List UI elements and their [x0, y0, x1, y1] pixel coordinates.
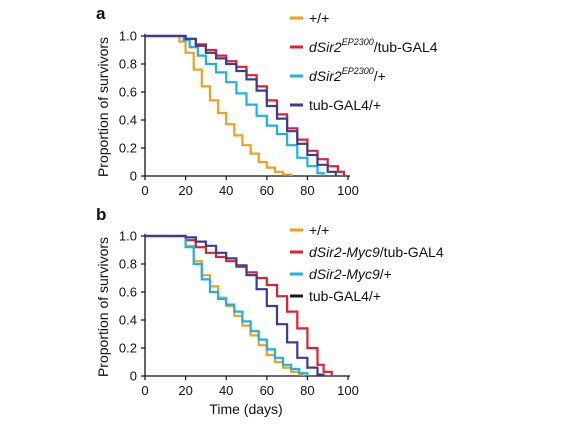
- panel-b-y-tick-label: 0.6: [119, 285, 137, 300]
- panel-a-series-line-dsir2ep2300: [145, 34, 325, 176]
- panel-a-legend-label-dsir2ep2300: dSir2EP2300/+: [309, 66, 386, 84]
- panel-b-x-tick-label: 60: [260, 383, 274, 398]
- panel-a-y-tick-label: 0.8: [119, 57, 137, 72]
- panel-a-legend-label-dsir2ep2300-tub-gal4: dSir2EP2300/tub-GAL4: [309, 37, 438, 55]
- panel-a-x-tick-label: 60: [260, 183, 274, 198]
- panel-a-y-tick-label: 0: [130, 169, 137, 184]
- panel-b-series-line-tub-gal4: [145, 234, 325, 376]
- panel-a-series-line-dsir2ep2300-tub-gal4: [145, 34, 345, 176]
- panel-a-series-line-wildtype: [145, 34, 293, 176]
- y-axis-title-b: Proportion of survivors: [95, 237, 111, 377]
- panel-b-y-tick-label: 0.8: [119, 257, 137, 272]
- panel-b-y-tick-label: 0.2: [119, 341, 137, 356]
- panel-a-y-tick-label: 0.2: [119, 141, 137, 156]
- panel-a-x-tick-label: 40: [219, 183, 233, 198]
- y-axis-title-a: Proportion of survivors: [95, 37, 111, 177]
- panel-a-legend-label-tub-gal4: tub-GAL4/+: [309, 97, 381, 113]
- panel-a-y-tick-label: 1.0: [119, 29, 137, 44]
- panel-b-legend-label-tub-gal4: tub-GAL4/+: [309, 288, 381, 304]
- panel-b-y-tick-label: 1.0: [119, 229, 137, 244]
- panel-b-legend-label-dsir2-myc9-tub-gal4: dSir2-Myc9/tub-GAL4: [309, 244, 444, 260]
- panel-a-plot: 0 0.2 0.4 0.6 0.8 1.0 0 20 40 60 80 100 +/+ dSir2EP23…: [119, 10, 438, 198]
- panel-a-legend-label-wildtype: +/+: [309, 10, 329, 26]
- panel-a-x-tick-label: 0: [141, 183, 148, 198]
- panel-a-x-tick-label: 80: [300, 183, 314, 198]
- panel-label-a: a: [96, 4, 106, 23]
- panel-a-x-tick-label: 100: [337, 183, 359, 198]
- panel-label-b: b: [96, 205, 106, 224]
- panel-b-series-line-dsir2-myc9: [145, 234, 309, 376]
- panel-b-x-tick-label: 100: [337, 383, 359, 398]
- panel-b-y-tick-label: 0.4: [119, 313, 137, 328]
- panel-b-legend-label-wildtype: +/+: [309, 222, 329, 238]
- panel-b-x-tick-label: 40: [219, 383, 233, 398]
- panel-a-y-tick-label: 0.4: [119, 113, 137, 128]
- panel-a-y-tick-label: 0.6: [119, 85, 137, 100]
- panel-b-y-tick-label: 0: [130, 369, 137, 384]
- panel-b-x-tick-label: 20: [178, 383, 192, 398]
- panel-a-series-line-tub-gal4: [145, 34, 337, 176]
- panel-b-series-line-dsir2-myc9-tub-gal4: [145, 234, 333, 376]
- panel-b-x-tick-label: 80: [300, 383, 314, 398]
- panel-b-plot: 0 0.2 0.4 0.6 0.8 1.0 0 20 40 60 80 100 +/+ dSir2-Myc…: [119, 222, 444, 398]
- panel-b-legend-label-dsir2-myc9: dSir2-Myc9/+: [309, 266, 392, 282]
- panel-b-x-tick-label: 0: [141, 383, 148, 398]
- panel-a-x-tick-label: 20: [178, 183, 192, 198]
- x-axis-title: Time (days): [209, 401, 282, 417]
